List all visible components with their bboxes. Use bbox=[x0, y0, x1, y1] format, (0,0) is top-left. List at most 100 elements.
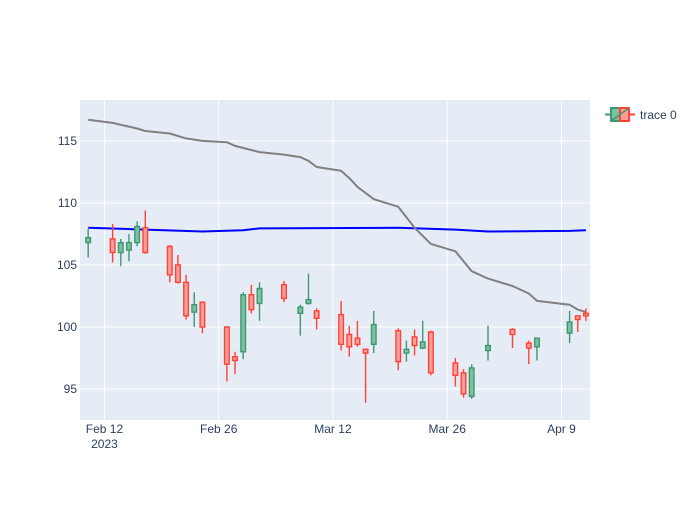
y-tick-label: 105 bbox=[57, 258, 77, 272]
candlestick[interactable] bbox=[362, 348, 369, 403]
candlestick[interactable] bbox=[346, 325, 353, 357]
overlay-lines bbox=[88, 118, 587, 314]
candle-body bbox=[411, 336, 418, 347]
candlestick-series bbox=[85, 210, 589, 403]
candle-body bbox=[134, 225, 141, 244]
candlestick[interactable] bbox=[256, 282, 263, 321]
candlestick[interactable] bbox=[485, 325, 492, 361]
candle-body bbox=[509, 328, 516, 336]
candlestick[interactable] bbox=[427, 330, 434, 376]
legend[interactable]: trace 0 bbox=[605, 107, 677, 122]
candlestick[interactable] bbox=[574, 315, 581, 332]
candle-body bbox=[574, 315, 581, 321]
candle-body bbox=[223, 326, 230, 365]
candle-body bbox=[199, 301, 206, 328]
x-tick-label: Apr 9 bbox=[547, 422, 576, 436]
candlestick[interactable] bbox=[199, 301, 206, 334]
candlestick[interactable] bbox=[460, 369, 467, 398]
x-tick-label: Feb 26 bbox=[200, 422, 238, 436]
candlestick[interactable] bbox=[134, 221, 141, 247]
candle-body bbox=[460, 372, 467, 395]
candlestick[interactable] bbox=[248, 284, 255, 314]
candle-body bbox=[525, 342, 532, 349]
candle-body bbox=[452, 362, 459, 377]
candle-body bbox=[370, 323, 377, 346]
candle-body bbox=[297, 306, 304, 315]
y-tick-label: 95 bbox=[64, 382, 78, 396]
candlestick[interactable] bbox=[403, 340, 410, 362]
candle-body bbox=[468, 367, 475, 398]
x-tick-label: Mar 12 bbox=[314, 422, 352, 436]
candlestick[interactable] bbox=[533, 337, 540, 361]
candlestick[interactable] bbox=[232, 351, 239, 375]
candlestick[interactable] bbox=[297, 304, 304, 336]
candle-body bbox=[125, 241, 132, 251]
candlestick[interactable] bbox=[509, 328, 516, 349]
y-tick-label: 100 bbox=[57, 320, 77, 334]
candlestick[interactable] bbox=[166, 245, 173, 283]
candle-body bbox=[117, 241, 124, 254]
candlestick[interactable] bbox=[525, 340, 532, 365]
candle-body bbox=[109, 238, 116, 254]
candlestick[interactable] bbox=[85, 228, 92, 258]
candle-body bbox=[362, 348, 369, 354]
candlestick[interactable] bbox=[582, 308, 589, 321]
candlestick[interactable] bbox=[566, 310, 573, 344]
candlestick[interactable] bbox=[183, 274, 190, 320]
candle-body bbox=[281, 284, 288, 300]
candlestick[interactable] bbox=[240, 292, 247, 360]
candlestick[interactable] bbox=[191, 292, 198, 327]
candlestick[interactable] bbox=[305, 273, 312, 305]
candle-body bbox=[419, 341, 426, 349]
grid-lines bbox=[80, 100, 590, 420]
candlestick[interactable] bbox=[338, 300, 345, 351]
candle-body bbox=[533, 337, 540, 348]
x-tick-sublabel: 2023 bbox=[91, 437, 118, 451]
candle-body bbox=[240, 294, 247, 353]
candle-body bbox=[427, 331, 434, 374]
candle-body bbox=[142, 227, 149, 254]
candlestick[interactable] bbox=[109, 224, 116, 263]
candlestick[interactable] bbox=[313, 308, 320, 330]
candlestick[interactable] bbox=[452, 357, 459, 387]
candle-body bbox=[85, 236, 92, 244]
legend-entry-label[interactable]: trace 0 bbox=[640, 108, 677, 122]
candle-body bbox=[346, 333, 353, 348]
candle-body bbox=[338, 313, 345, 346]
candlestick[interactable] bbox=[419, 320, 426, 350]
candle-body bbox=[582, 312, 589, 317]
candle-body bbox=[256, 287, 263, 305]
x-tick-label: Feb 12 bbox=[86, 422, 124, 436]
y-tick-label: 110 bbox=[58, 196, 77, 210]
candlestick[interactable] bbox=[281, 281, 288, 303]
candlestick[interactable] bbox=[411, 329, 418, 356]
x-tick-label: Mar 26 bbox=[429, 422, 467, 436]
candle-body bbox=[403, 348, 410, 354]
candlestick[interactable] bbox=[125, 233, 132, 262]
plot-background bbox=[80, 100, 590, 420]
gray-line-series bbox=[88, 118, 587, 314]
y-tick-label: 115 bbox=[58, 134, 77, 148]
candlestick[interactable] bbox=[468, 364, 475, 399]
legend-symbol bbox=[605, 107, 635, 122]
candle-body bbox=[174, 264, 181, 284]
candlestick[interactable] bbox=[370, 310, 377, 354]
candle-body bbox=[354, 337, 361, 346]
candle-body bbox=[485, 344, 492, 352]
candle-body bbox=[248, 294, 255, 311]
candlestick[interactable] bbox=[395, 328, 402, 371]
candlestick[interactable] bbox=[354, 320, 361, 347]
candle-body bbox=[566, 321, 573, 334]
candlestick[interactable] bbox=[117, 238, 124, 267]
candle-body bbox=[395, 329, 402, 363]
candle-body bbox=[183, 281, 190, 317]
candle-body bbox=[232, 356, 239, 362]
candle-body bbox=[166, 245, 173, 276]
candlestick[interactable] bbox=[174, 255, 181, 284]
candle-body bbox=[191, 303, 198, 313]
candlestick[interactable] bbox=[142, 210, 149, 254]
candlestick[interactable] bbox=[223, 326, 230, 382]
